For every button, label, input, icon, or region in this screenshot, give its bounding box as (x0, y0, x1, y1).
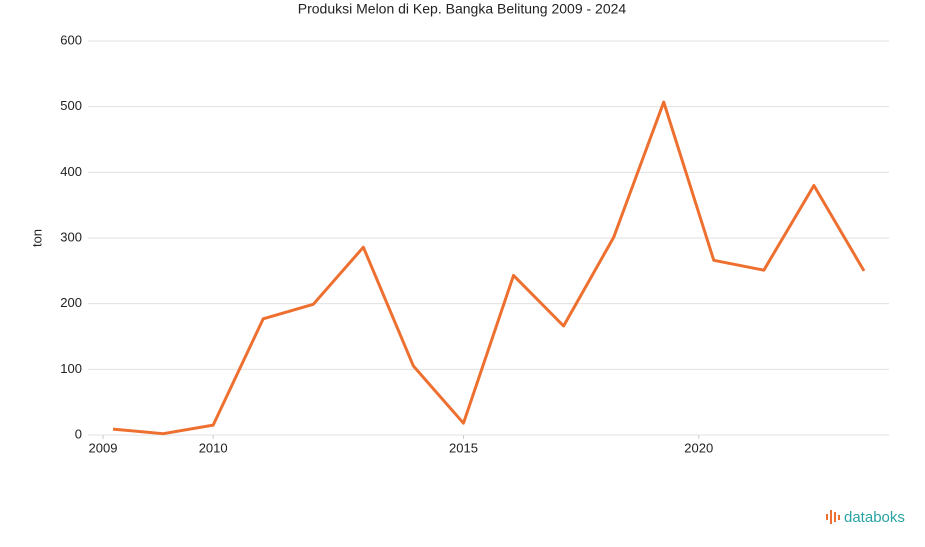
y-tick-label: 600 (60, 32, 82, 47)
y-tick-label: 100 (60, 361, 82, 376)
y-tick-label: 0 (75, 426, 82, 441)
y-tick-label: 500 (60, 98, 82, 113)
logo: databoks (826, 509, 905, 526)
x-tick-label: 2020 (684, 440, 713, 455)
chart-title: Produksi Melon di Kep. Bangka Belitung 2… (298, 1, 627, 17)
y-tick-label: 200 (60, 295, 82, 310)
brand: databoks (844, 509, 905, 526)
x-tick-label: 2009 (89, 440, 118, 455)
line-series (112, 100, 866, 436)
x-tick-label: 2010 (199, 440, 228, 455)
y-tick-label: 400 (60, 164, 82, 179)
y-axis-label: ton (29, 229, 44, 247)
x-tick-label: 2015 (449, 440, 478, 455)
y-tick-label: 300 (60, 229, 82, 244)
